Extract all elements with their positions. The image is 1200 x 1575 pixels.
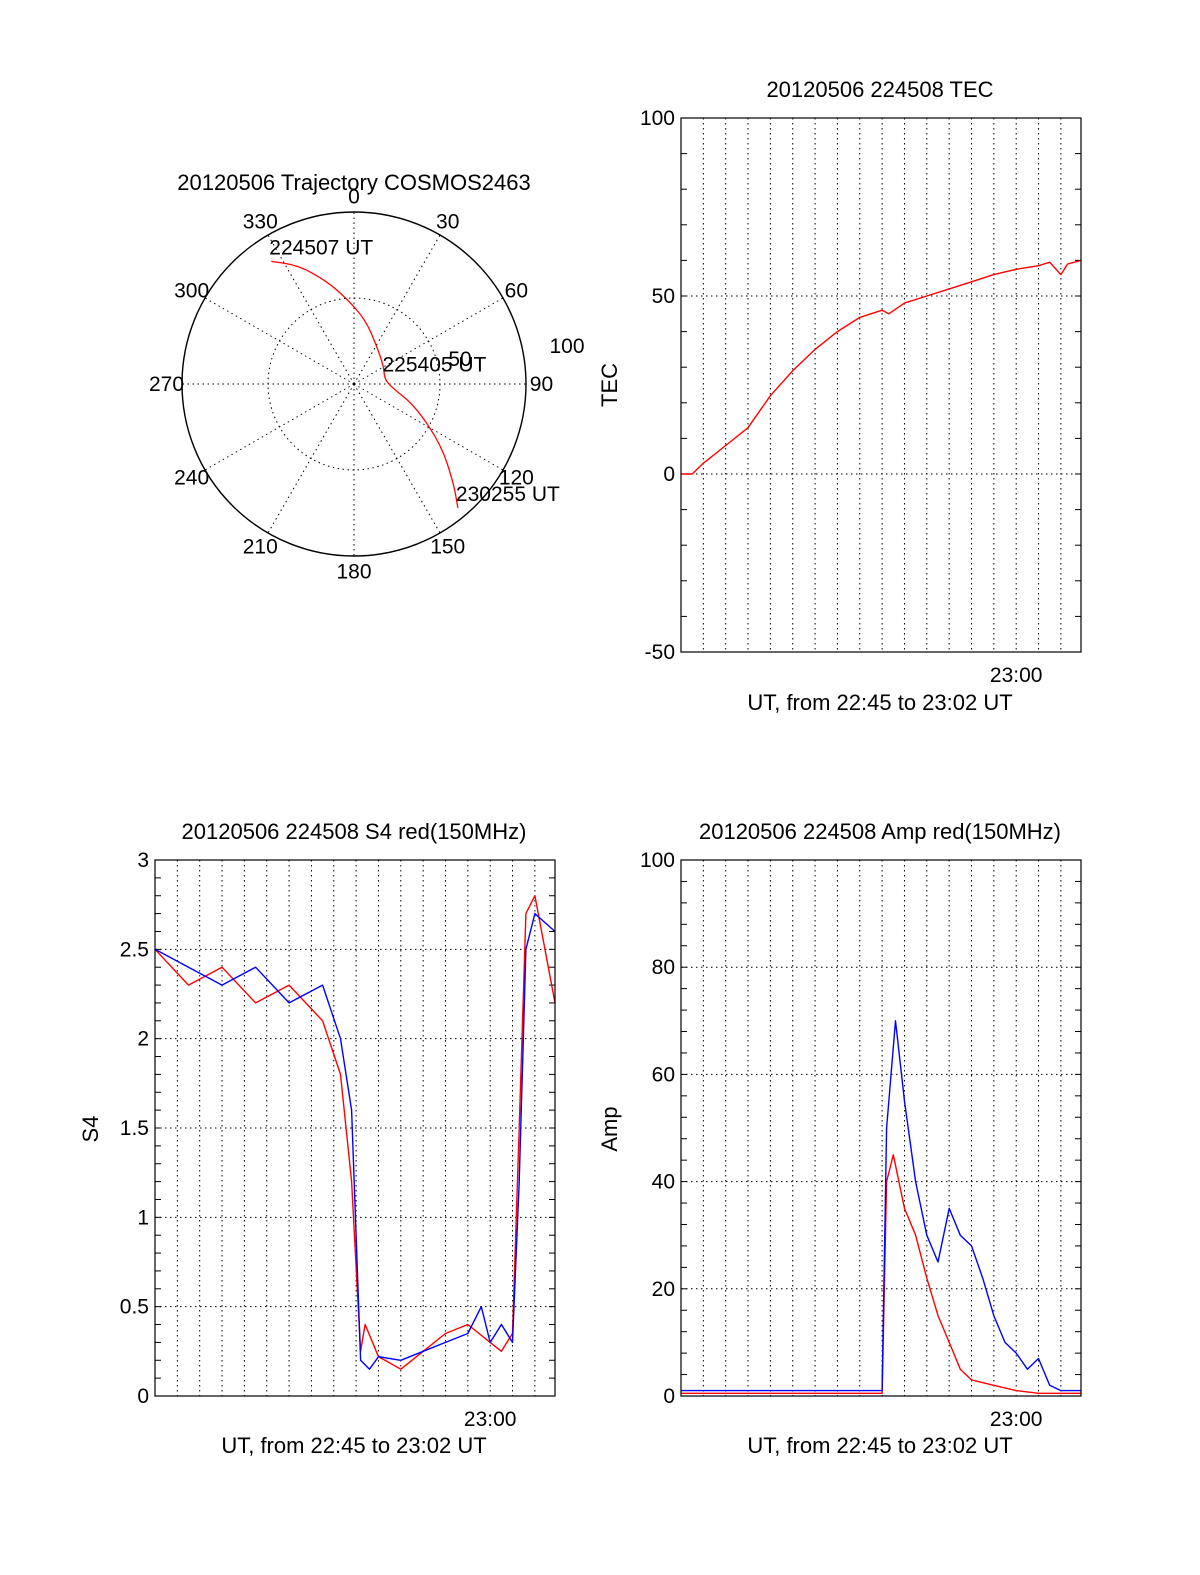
time-annotation: 225405 UT [382,354,486,377]
y-tick-label: 0 [663,463,675,486]
time-annotation: 230255 UT [456,483,560,506]
chart-title: 20120506 224508 Amp red(150MHz) [699,819,1061,844]
chart-title: 20120506 224508 TEC [766,77,993,102]
y-tick-label: 100 [640,107,675,130]
polar-trajectory-chart: 20120506 Trajectory COSMOS2463 0 30 60 90 12… [149,170,585,583]
angle-label: 30 [436,211,459,234]
series-line-1 [681,1154,1081,1395]
x-tick-label: 23:00 [990,1408,1043,1431]
y-tick-label: 0 [663,1385,675,1408]
angle-label: 120 [499,467,534,490]
amp-chart: 20120506 224508 Amp red(150MHz) UT, from… [597,819,1082,1458]
time-annotation: 224507 UT [269,236,373,259]
tec-chart: 20120506 224508 TEC UT, from 22:45 to 23… [597,77,1082,715]
plot-frame [680,117,1082,653]
y-tick-label: 100 [640,849,675,872]
angle-label: 90 [530,373,553,396]
x-tick-label: 23:00 [990,664,1043,687]
y-tick-label: 2 [137,1028,149,1051]
y-tick-label: -50 [645,641,675,664]
series-line-2 [154,912,556,1370]
y-tick-label: 40 [652,1171,675,1194]
radius-label: 100 [549,335,584,358]
series-line-1 [154,895,556,1370]
s4-chart: 20120506 224508 S4 red(150MHz) UT, from … [78,819,556,1458]
angle-label: 150 [430,535,465,558]
spoke-line [204,383,355,471]
y-tick-label: 3 [137,849,149,872]
series-line-1 [681,259,1082,475]
y-tick-label: 50 [652,285,675,308]
angle-label: 240 [174,467,209,490]
y-tick-label: 60 [652,1063,675,1086]
angle-label: 180 [336,560,371,583]
outer-ring [181,211,527,557]
y-tick-label: 80 [652,956,675,979]
y-tick-label: 20 [652,1278,675,1301]
spoke-line [267,234,355,385]
y-axis-label: S4 [78,1116,103,1143]
angle-label: 60 [505,279,528,302]
plot-frame [154,859,556,1397]
trajectory-line [271,260,459,509]
spoke-line [267,383,355,534]
spoke-line [353,234,441,385]
plot-frame [680,859,1082,1397]
radius-label: 50 [448,348,471,371]
x-axis-label: UT, from 22:45 to 23:02 UT [221,1433,486,1458]
angle-label: 0 [348,186,360,209]
x-axis-label: UT, from 22:45 to 23:02 UT [747,1433,1012,1458]
y-tick-label: 0 [137,1385,149,1408]
y-tick-label: 0.5 [120,1296,149,1319]
y-axis-label: Amp [597,1106,622,1151]
spoke-line [204,297,355,385]
angle-label: 270 [149,373,184,396]
y-tick-label: 2.5 [120,938,149,961]
angle-label: 330 [243,211,278,234]
angle-label: 300 [174,279,209,302]
x-axis-label: UT, from 22:45 to 23:02 UT [747,690,1012,715]
y-tick-label: 1 [137,1206,149,1229]
series-line-2 [681,1020,1081,1392]
y-axis-label: TEC [597,363,622,407]
chart-title: 20120506 Trajectory COSMOS2463 [177,170,530,195]
spoke-line [353,383,441,534]
chart-title: 20120506 224508 S4 red(150MHz) [182,819,527,844]
angle-label: 210 [243,535,278,558]
x-tick-label: 23:00 [464,1408,517,1431]
y-tick-label: 1.5 [120,1117,149,1140]
spoke-line [353,297,504,385]
